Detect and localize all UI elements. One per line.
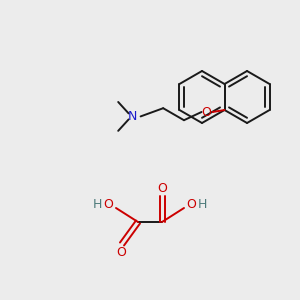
Text: H: H [92,199,102,212]
Text: O: O [103,199,113,212]
Text: O: O [186,199,196,212]
Text: H: H [197,199,207,212]
Text: O: O [202,106,212,118]
Text: O: O [157,182,167,194]
Text: O: O [116,245,126,259]
Text: N: N [128,110,137,123]
